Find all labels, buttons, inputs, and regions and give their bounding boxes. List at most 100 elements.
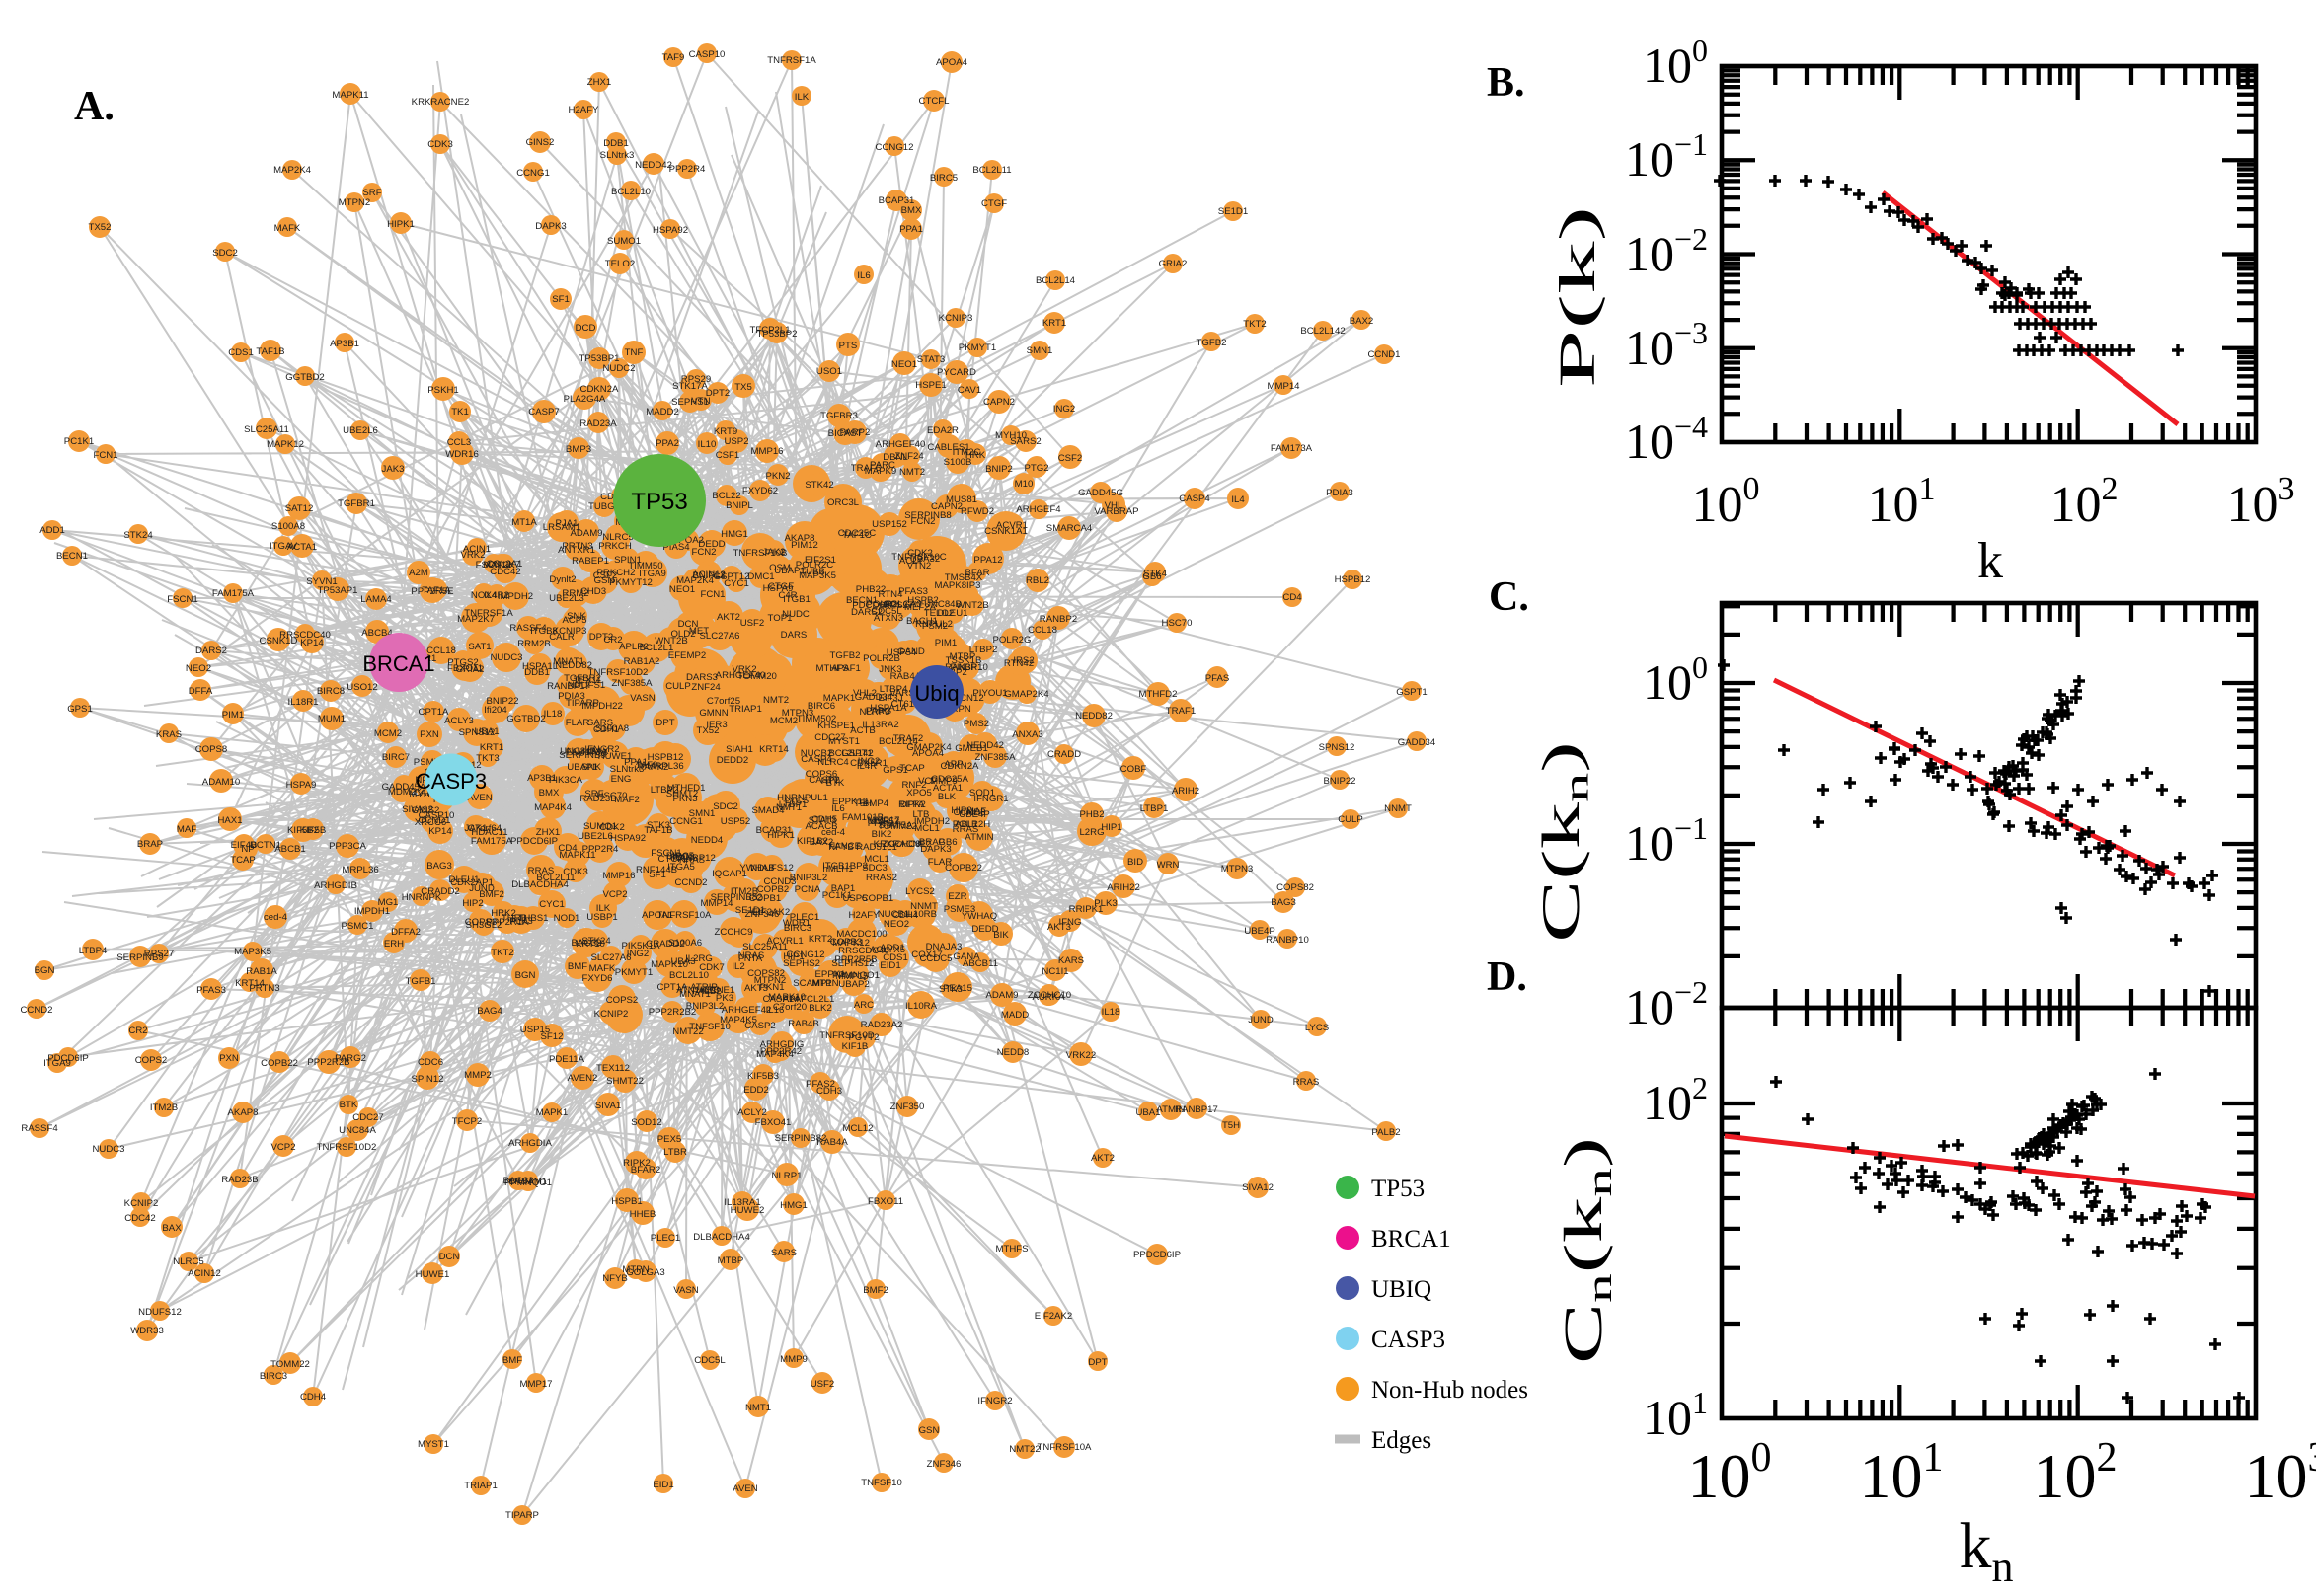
- svg-text:IL10RA: IL10RA: [905, 1001, 938, 1012]
- svg-text:BAX: BAX: [589, 746, 609, 757]
- svg-text:USBP1: USBP1: [586, 912, 617, 923]
- svg-text:CASP3: CASP3: [1371, 1327, 1445, 1353]
- svg-text:TOP1: TOP1: [768, 613, 793, 624]
- svg-text:SEPHS12: SEPHS12: [831, 958, 874, 969]
- svg-text:PXN: PXN: [420, 729, 439, 740]
- svg-text:MADD: MADD: [1001, 1010, 1029, 1021]
- svg-text:FLAR: FLAR: [566, 718, 590, 728]
- svg-text:GGTBD2: GGTBD2: [506, 714, 545, 724]
- svg-text:NEDD8: NEDD8: [997, 1047, 1030, 1058]
- svg-text:PSMC1: PSMC1: [341, 921, 373, 932]
- svg-text:PKN2: PKN2: [765, 471, 790, 482]
- svg-text:MAPK12: MAPK12: [267, 439, 304, 450]
- svg-text:ARHGEF42: ARHGEF42: [722, 1005, 772, 1016]
- svg-text:CDK3: CDK3: [427, 139, 453, 150]
- svg-text:TNFRSF1A: TNFRSF1A: [464, 608, 513, 619]
- svg-text:ZHX1: ZHX1: [536, 827, 561, 838]
- svg-text:NLRC5: NLRC5: [173, 1256, 203, 1267]
- svg-text:NUCB1: NUCB1: [878, 909, 910, 920]
- svg-text:ATXN3: ATXN3: [874, 613, 903, 624]
- svg-text:NDUFS12: NDUFS12: [138, 1307, 182, 1318]
- svg-text:CDC25C: CDC25C: [838, 528, 876, 539]
- svg-text:SHMT22: SHMT22: [606, 1076, 644, 1087]
- svg-text:C(kn): C(kn): [1531, 741, 1596, 942]
- svg-text:ORC3L: ORC3L: [827, 497, 860, 508]
- svg-text:ARHGDIA: ARHGDIA: [508, 1138, 552, 1149]
- svg-text:DARS3: DARS3: [686, 672, 718, 683]
- svg-text:AVEN2: AVEN2: [568, 1073, 598, 1084]
- svg-text:BAG3: BAG3: [1271, 897, 1296, 908]
- svg-text:SPIN12: SPIN12: [411, 1074, 443, 1085]
- svg-text:CTGF: CTGF: [981, 198, 1007, 209]
- svg-text:BAG4: BAG4: [477, 1006, 502, 1017]
- svg-text:COPS82: COPS82: [1276, 882, 1314, 893]
- svg-text:IFNGR2: IFNGR2: [977, 1396, 1012, 1406]
- svg-text:STAT3: STAT3: [917, 354, 945, 365]
- svg-text:BECN1: BECN1: [56, 551, 88, 562]
- svg-text:JUND: JUND: [469, 883, 495, 894]
- svg-text:BNIP2: BNIP2: [985, 464, 1013, 475]
- svg-text:TGFB1: TGFB1: [406, 976, 436, 987]
- svg-text:RAB1A2: RAB1A2: [624, 656, 660, 667]
- svg-text:IL13RA1: IL13RA1: [724, 1197, 760, 1208]
- svg-text:SMN1: SMN1: [1027, 345, 1053, 356]
- svg-text:PLA2G4A: PLA2G4A: [564, 394, 606, 405]
- svg-text:RTN42: RTN42: [1004, 658, 1034, 669]
- svg-text:ANXA3: ANXA3: [1012, 729, 1042, 740]
- svg-text:USO1: USO1: [816, 366, 842, 377]
- svg-text:SLC27A6: SLC27A6: [590, 952, 631, 963]
- svg-text:WDR1: WDR1: [783, 918, 811, 929]
- svg-text:ced-4: ced-4: [264, 912, 288, 923]
- svg-text:PIK3CA: PIK3CA: [549, 775, 583, 786]
- svg-text:RAD51L1: RAD51L1: [856, 842, 897, 853]
- svg-text:DARS2: DARS2: [195, 646, 227, 656]
- svg-text:IL18: IL18: [1102, 1007, 1120, 1018]
- svg-text:WDR16: WDR16: [445, 449, 479, 460]
- svg-text:BNIPL: BNIPL: [726, 500, 753, 511]
- svg-text:HRK: HRK: [965, 450, 986, 461]
- svg-text:PARK2: PARK2: [639, 762, 669, 773]
- svg-text:PFAS3: PFAS3: [196, 985, 226, 996]
- svg-text:MYST1: MYST1: [418, 1439, 449, 1450]
- svg-text:NNMT: NNMT: [1384, 803, 1412, 814]
- svg-text:BIRC5: BIRC5: [930, 173, 958, 184]
- svg-text:ACLYX5: ACLYX5: [870, 945, 905, 955]
- svg-text:TEX112: TEX112: [596, 1063, 630, 1074]
- svg-text:JUND: JUND: [1248, 1015, 1274, 1026]
- svg-text:ARHGDIB: ARHGDIB: [314, 880, 357, 891]
- svg-text:BCL2L142: BCL2L142: [1300, 326, 1345, 337]
- svg-text:AVEN: AVEN: [733, 1483, 757, 1494]
- svg-text:JAK2: JAK2: [763, 547, 786, 558]
- svg-text:C.: C.: [1489, 574, 1529, 620]
- svg-text:A.: A.: [74, 84, 115, 129]
- svg-text:USP152: USP152: [872, 519, 907, 530]
- svg-text:ING2: ING2: [1053, 404, 1075, 415]
- svg-text:CCDC5: CCDC5: [919, 953, 952, 964]
- svg-text:COPS2: COPS2: [135, 1055, 168, 1066]
- svg-text:BICAST: BICAST: [828, 428, 863, 439]
- svg-text:TNFRSF1A: TNFRSF1A: [767, 55, 816, 66]
- svg-text:UBIQ: UBIQ: [1371, 1276, 1431, 1303]
- svg-text:KP14: KP14: [300, 638, 324, 648]
- svg-text:ABCB11: ABCB11: [963, 958, 998, 969]
- svg-text:MNAT1: MNAT1: [679, 989, 711, 1000]
- svg-text:ZNF346: ZNF346: [745, 909, 780, 920]
- svg-text:LYCS: LYCS: [1305, 1023, 1329, 1033]
- svg-text:THRB: THRB: [502, 913, 527, 924]
- svg-text:PXN: PXN: [219, 1053, 239, 1064]
- svg-text:VHL: VHL: [1105, 500, 1123, 511]
- svg-text:SF12: SF12: [541, 1031, 564, 1042]
- svg-text:TIPARP: TIPARP: [505, 1510, 539, 1521]
- svg-text:SLNtrk3: SLNtrk3: [600, 150, 635, 161]
- svg-text:RRAS: RRAS: [953, 824, 979, 835]
- svg-text:H2AFY: H2AFY: [569, 105, 600, 115]
- svg-text:EDD2: EDD2: [743, 1085, 769, 1096]
- svg-text:MAPK11: MAPK11: [332, 90, 368, 101]
- svg-text:IL10: IL10: [698, 439, 717, 450]
- svg-text:PTGS2: PTGS2: [447, 657, 478, 668]
- svg-text:HIPK1: HIPK1: [387, 219, 415, 230]
- svg-text:SMARCA4: SMARCA4: [1046, 523, 1093, 534]
- svg-text:CDKN2A: CDKN2A: [580, 384, 620, 395]
- svg-text:WNT2B: WNT2B: [956, 600, 989, 611]
- svg-text:CRADD2: CRADD2: [421, 886, 459, 897]
